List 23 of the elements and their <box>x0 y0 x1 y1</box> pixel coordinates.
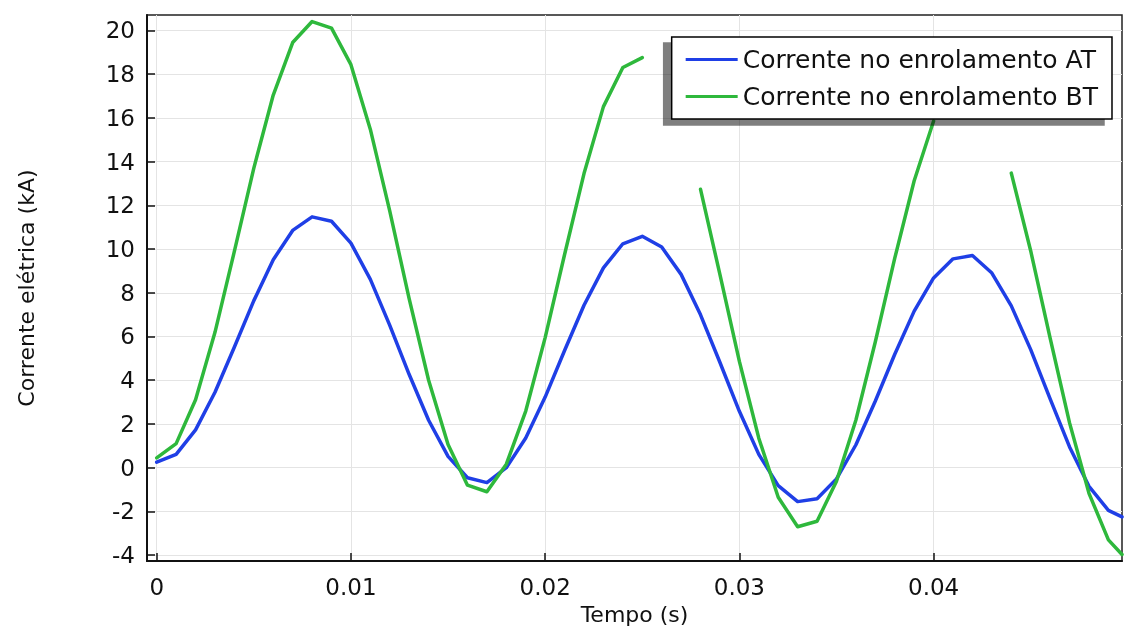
y-tick-label: 12 <box>105 192 135 219</box>
x-tick-label: 0.04 <box>907 573 960 600</box>
x-axis-title: Tempo (s) <box>579 601 689 627</box>
x-tick-label: 0.02 <box>519 573 571 600</box>
x-tick-label: 0.03 <box>713 573 765 600</box>
line-series <box>154 215 1124 519</box>
x-tick-label: 0.01 <box>325 573 377 600</box>
x-tick-label: 0 <box>149 573 165 600</box>
y-tick-label: 18 <box>105 61 135 88</box>
legend-label: Corrente no enrolamento BT <box>742 82 1099 111</box>
y-tick-label: 8 <box>120 279 135 306</box>
y-tick-label: 20 <box>105 17 135 44</box>
y-tick-label: -2 <box>112 498 135 525</box>
y-tick-label: 4 <box>120 367 135 394</box>
y-tick-label: 2 <box>120 410 135 437</box>
y-tick-label: 16 <box>105 104 135 131</box>
y-tick-label: 14 <box>105 148 135 175</box>
y-axis-title: Corrente elétrica (kA) <box>13 169 39 407</box>
y-tick-label: 6 <box>120 323 135 350</box>
y-tick-label: 10 <box>105 236 135 263</box>
y-tick-label: -4 <box>112 542 135 569</box>
legend-label: Corrente no enrolamento AT <box>742 45 1097 74</box>
y-tick-label: 0 <box>120 454 135 481</box>
